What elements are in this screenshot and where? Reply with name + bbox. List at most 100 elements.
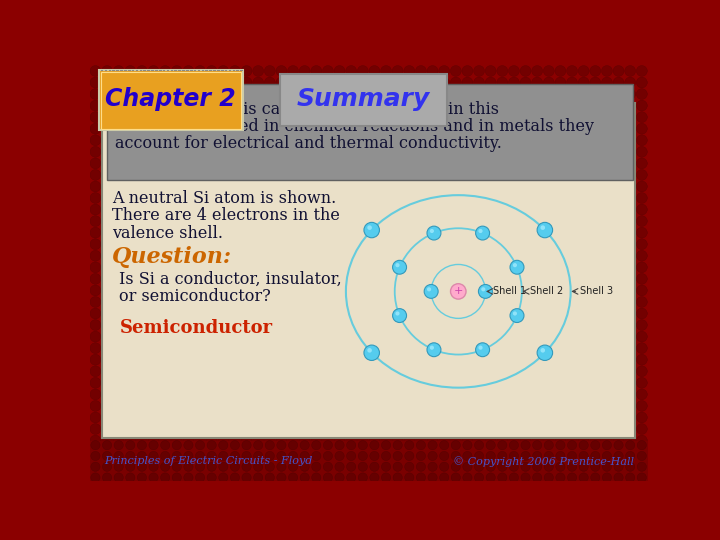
- Circle shape: [148, 227, 159, 238]
- Circle shape: [636, 43, 647, 53]
- Circle shape: [125, 100, 136, 111]
- Circle shape: [474, 308, 485, 319]
- Circle shape: [381, 89, 392, 99]
- Circle shape: [90, 320, 101, 330]
- Circle shape: [137, 135, 148, 146]
- Circle shape: [241, 354, 252, 365]
- Circle shape: [160, 54, 171, 65]
- Circle shape: [613, 366, 624, 377]
- Circle shape: [113, 227, 124, 238]
- Circle shape: [532, 285, 543, 296]
- Circle shape: [532, 100, 543, 111]
- Circle shape: [276, 462, 286, 471]
- Circle shape: [253, 100, 264, 111]
- Circle shape: [148, 423, 159, 434]
- Text: There are 4 electrons in the: There are 4 electrons in the: [112, 207, 340, 224]
- Circle shape: [241, 423, 252, 434]
- Circle shape: [625, 89, 636, 99]
- Circle shape: [613, 193, 624, 204]
- Circle shape: [346, 251, 356, 261]
- Circle shape: [601, 447, 612, 457]
- Circle shape: [323, 458, 333, 469]
- Circle shape: [462, 447, 473, 457]
- Circle shape: [567, 262, 577, 273]
- Circle shape: [427, 158, 438, 168]
- Circle shape: [648, 423, 659, 434]
- Circle shape: [438, 331, 449, 342]
- Circle shape: [264, 308, 275, 319]
- Circle shape: [485, 401, 496, 411]
- Circle shape: [160, 251, 171, 261]
- Circle shape: [601, 320, 612, 330]
- Circle shape: [451, 458, 462, 469]
- Circle shape: [125, 262, 136, 273]
- Circle shape: [311, 354, 322, 365]
- Circle shape: [194, 447, 205, 457]
- Circle shape: [416, 441, 426, 450]
- Circle shape: [102, 401, 112, 411]
- Circle shape: [148, 204, 159, 215]
- Circle shape: [555, 423, 566, 434]
- Circle shape: [451, 135, 462, 146]
- Circle shape: [183, 170, 194, 180]
- Circle shape: [369, 251, 380, 261]
- Circle shape: [276, 146, 287, 157]
- Circle shape: [513, 312, 517, 315]
- Circle shape: [427, 54, 438, 65]
- Circle shape: [648, 401, 659, 411]
- Circle shape: [590, 251, 600, 261]
- Circle shape: [230, 451, 240, 461]
- Circle shape: [381, 204, 392, 215]
- Circle shape: [590, 473, 600, 482]
- Circle shape: [357, 193, 368, 204]
- Bar: [280, 74, 446, 126]
- Circle shape: [253, 366, 264, 377]
- Circle shape: [300, 100, 310, 111]
- Circle shape: [427, 181, 438, 192]
- Circle shape: [578, 158, 589, 168]
- Circle shape: [544, 215, 554, 226]
- Circle shape: [311, 77, 322, 88]
- Circle shape: [183, 435, 194, 446]
- Circle shape: [358, 462, 367, 471]
- Circle shape: [287, 215, 299, 226]
- Circle shape: [219, 473, 228, 482]
- Circle shape: [148, 447, 159, 457]
- Circle shape: [160, 215, 171, 226]
- Circle shape: [171, 320, 182, 330]
- Circle shape: [392, 204, 403, 215]
- Circle shape: [160, 343, 171, 354]
- Circle shape: [392, 77, 403, 88]
- Circle shape: [513, 263, 517, 267]
- Circle shape: [590, 389, 600, 400]
- Circle shape: [194, 146, 205, 157]
- Circle shape: [289, 451, 297, 461]
- Circle shape: [601, 296, 612, 307]
- Circle shape: [102, 251, 112, 261]
- Circle shape: [381, 158, 392, 168]
- Circle shape: [125, 112, 136, 123]
- Circle shape: [125, 470, 136, 481]
- Circle shape: [497, 100, 508, 111]
- Circle shape: [636, 239, 647, 249]
- Circle shape: [626, 441, 635, 450]
- Circle shape: [253, 251, 264, 261]
- Circle shape: [113, 273, 124, 284]
- Circle shape: [241, 181, 252, 192]
- Circle shape: [312, 451, 321, 461]
- Circle shape: [427, 251, 438, 261]
- Circle shape: [183, 239, 194, 249]
- Circle shape: [311, 204, 322, 215]
- Text: or semiconductor?: or semiconductor?: [120, 288, 271, 305]
- Circle shape: [276, 423, 287, 434]
- Circle shape: [90, 89, 101, 99]
- Circle shape: [311, 308, 322, 319]
- Circle shape: [520, 423, 531, 434]
- Circle shape: [287, 401, 299, 411]
- Circle shape: [578, 181, 589, 192]
- Circle shape: [102, 89, 112, 99]
- Circle shape: [613, 285, 624, 296]
- Circle shape: [579, 473, 588, 482]
- Circle shape: [357, 331, 368, 342]
- Circle shape: [567, 181, 577, 192]
